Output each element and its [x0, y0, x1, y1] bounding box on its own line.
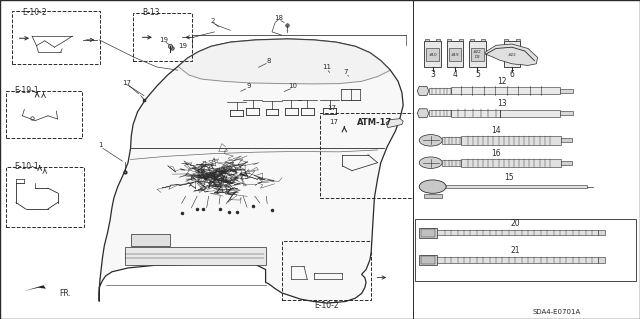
Bar	[469, 41, 486, 67]
Bar	[421, 256, 435, 264]
Circle shape	[419, 180, 446, 193]
Bar	[425, 39, 429, 41]
Text: 1: 1	[98, 142, 103, 148]
Polygon shape	[99, 39, 403, 303]
Text: 8: 8	[266, 58, 271, 63]
Bar	[426, 48, 439, 61]
Text: 11: 11	[322, 64, 331, 70]
Bar	[424, 41, 441, 67]
Text: 17: 17	[122, 80, 131, 86]
Bar	[561, 138, 572, 142]
Bar	[320, 113, 413, 198]
Bar	[598, 257, 605, 263]
Bar	[424, 194, 442, 198]
Bar	[504, 41, 520, 67]
Text: #10: #10	[428, 53, 437, 56]
Text: 12: 12	[498, 77, 507, 86]
Bar	[6, 91, 82, 138]
Text: SDA4-E0701A: SDA4-E0701A	[532, 309, 581, 315]
Bar	[442, 160, 461, 166]
Text: 18: 18	[274, 15, 283, 20]
Bar	[446, 185, 587, 188]
Bar	[131, 234, 170, 246]
Bar	[133, 13, 192, 61]
Bar	[12, 11, 100, 64]
Text: B-13: B-13	[142, 8, 159, 17]
Bar	[561, 161, 572, 165]
Text: 14: 14	[491, 126, 501, 135]
Text: 17: 17	[330, 119, 339, 125]
Polygon shape	[178, 39, 390, 84]
Bar	[481, 39, 485, 41]
Text: 9: 9	[246, 83, 251, 89]
Bar	[447, 39, 451, 41]
Bar	[504, 39, 508, 41]
Bar	[560, 89, 573, 93]
Text: E-19-1: E-19-1	[14, 86, 38, 95]
Text: ATM-17: ATM-17	[356, 118, 392, 127]
Bar	[560, 111, 573, 115]
Text: E-10-2: E-10-2	[314, 301, 339, 310]
Polygon shape	[24, 284, 48, 291]
Bar	[419, 255, 437, 265]
Text: 15: 15	[504, 173, 514, 182]
Text: #22
D2: #22 D2	[473, 50, 482, 59]
Bar	[421, 229, 435, 237]
Text: #22: #22	[508, 53, 516, 56]
Bar	[282, 241, 371, 300]
Bar	[449, 48, 461, 61]
Circle shape	[419, 157, 442, 168]
Text: 17: 17	[327, 106, 336, 111]
Circle shape	[419, 135, 442, 146]
Bar	[429, 88, 451, 94]
Polygon shape	[386, 119, 403, 128]
Text: 19: 19	[178, 43, 187, 49]
Polygon shape	[417, 86, 429, 95]
Bar	[459, 39, 463, 41]
Bar	[436, 39, 440, 41]
Text: #19: #19	[451, 53, 460, 56]
Text: 21: 21	[511, 246, 520, 255]
Bar	[442, 137, 461, 144]
Bar	[437, 230, 598, 235]
Bar	[451, 87, 560, 94]
Text: 16: 16	[491, 149, 501, 158]
Bar	[506, 48, 518, 61]
Text: 7: 7	[343, 69, 348, 75]
Text: 19: 19	[159, 37, 168, 43]
Text: FR.: FR.	[59, 289, 71, 298]
Text: E-10-2: E-10-2	[22, 8, 46, 17]
Text: E-10-1: E-10-1	[14, 162, 38, 171]
Bar	[516, 39, 520, 41]
Bar	[471, 48, 484, 61]
Text: 5: 5	[475, 70, 480, 79]
Bar	[598, 230, 605, 235]
Bar	[429, 110, 451, 116]
Bar	[125, 247, 266, 265]
Text: 2: 2	[211, 18, 215, 24]
Text: 6: 6	[509, 70, 515, 79]
Text: 13: 13	[497, 99, 508, 108]
Bar	[6, 167, 84, 227]
Bar	[461, 136, 561, 145]
Bar	[451, 110, 560, 117]
Text: 3: 3	[430, 70, 435, 79]
Bar	[470, 39, 474, 41]
Bar	[415, 219, 636, 281]
Bar	[447, 41, 463, 67]
Text: 20: 20	[510, 219, 520, 228]
Polygon shape	[486, 44, 538, 65]
Bar	[419, 228, 437, 238]
Bar	[437, 257, 598, 263]
Polygon shape	[417, 109, 429, 118]
Bar	[461, 159, 561, 167]
Text: 4: 4	[452, 70, 458, 79]
Text: 10: 10	[289, 83, 298, 89]
